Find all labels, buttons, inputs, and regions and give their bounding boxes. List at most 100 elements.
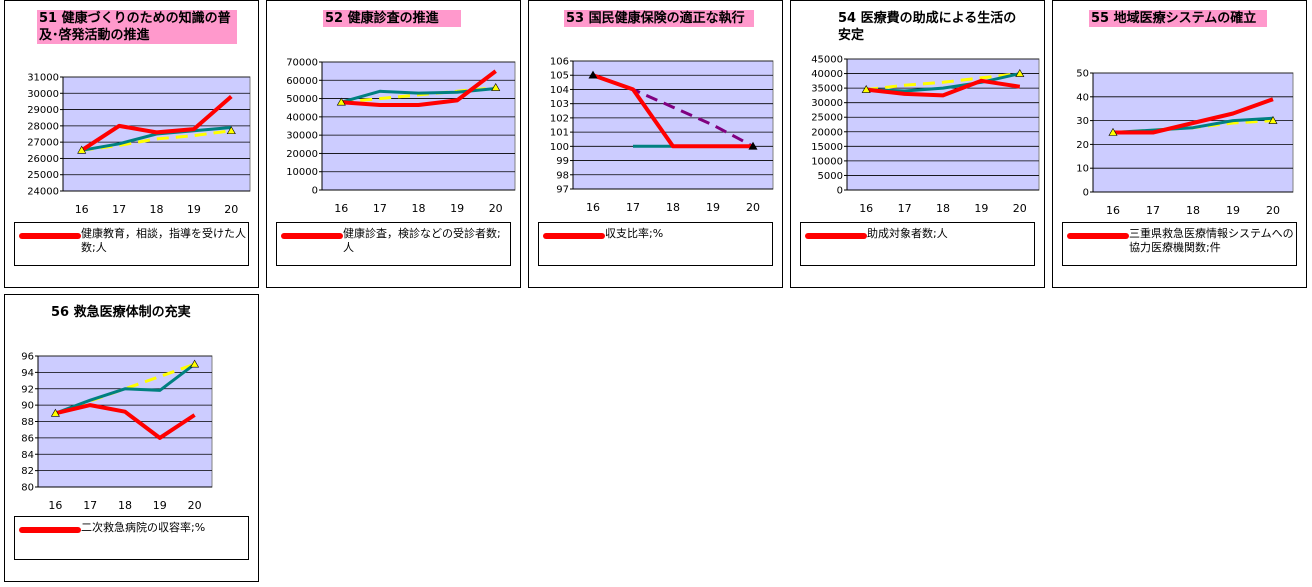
y-tick-label: 40000 [811,69,843,80]
x-tick-label: 16 [859,202,873,215]
x-tick-label: 17 [898,202,912,215]
x-tick-label: 18 [118,499,132,512]
y-tick-label: 96 [21,352,34,363]
legend-label: 二次救急病院の収容率;% [81,521,206,534]
y-tick-label: 99 [556,156,569,167]
x-tick-label: 17 [1146,204,1160,217]
plot-area [321,61,516,191]
chart-panel-52: 52 健康診査の推進 0 10000 20000 30000 40000 50000 600… [266,0,521,288]
chart-title: 56 救急医療体制の充実 [51,305,191,320]
point-marker [1015,68,1025,77]
y-tick-label: 90 [21,401,34,412]
point-marker [588,70,598,79]
chart-panel-56: 56 救急医療体制の充実 80 82 84 86 88 90 92 94 96 16 17 18 19 2… [4,294,259,582]
series-line [54,403,196,440]
y-tick-label: 70000 [286,58,318,69]
x-tick-label: 18 [1186,204,1200,217]
y-tick-label: 0 [1083,188,1089,199]
y-tick-label: 20 [1076,140,1089,151]
x-tick-label: 19 [450,202,464,215]
x-tick-label: 19 [1226,204,1240,217]
chart-plot: 0 10000 20000 30000 40000 50000 60000 70000 16 17… [286,58,516,215]
y-tick-label: 40000 [286,112,318,123]
y-tick-label: 29000 [27,105,59,116]
y-tick-label: 20000 [811,127,843,138]
y-tick-label: 30000 [27,89,59,100]
x-tick-label: 20 [1266,204,1280,217]
point-marker [226,126,236,135]
point-marker [861,84,871,93]
chart-plot: 0 10 20 30 40 50 16 17 18 19 20 [1076,69,1294,217]
y-tick-label: 10000 [811,156,843,167]
plot-area [846,58,1040,191]
point-marker [1268,115,1278,124]
y-tick-label: 20000 [286,149,318,160]
series-line [80,94,233,152]
series-line [341,69,497,107]
chart-plot: 80 82 84 86 88 90 92 94 96 16 17 18 19 20 [21,352,213,512]
chart-plot: 24000 25000 26000 27000 28000 29000 30000 31000… [27,73,251,216]
point-marker [336,97,346,106]
chart-panel-55: 55 地域医療システムの確立 0 10 20 30 40 50 16 17 18 19 20 三重県… [1052,0,1307,288]
y-tick-label: 84 [21,450,34,461]
x-tick-label: 20 [224,203,238,216]
y-tick-label: 25000 [27,170,59,181]
chart-panel-51: 51 健康づくりのための知識の普及･啓発活動の推進 24000 25000 2600… [4,0,259,288]
x-tick-label: 17 [83,499,97,512]
x-tick-label: 16 [586,201,600,214]
series-line [1113,97,1274,135]
y-tick-label: 86 [21,433,34,444]
y-tick-label: 102 [550,113,569,124]
legend: 三重県救急医療情報システムへの協力医療機関数;件 [1062,222,1297,266]
x-tick-label: 19 [187,203,201,216]
series-line [54,363,196,415]
x-tick-label: 18 [936,202,950,215]
legend-label: 三重県救急医療情報システムへの協力医療機関数;件 [1129,227,1294,254]
y-tick-label: 0 [837,186,843,197]
legend-swatch [281,233,343,239]
chart-panel-54: 54 医療費の助成による生活の安定 0 5000 10000 15000 20000 25… [790,0,1045,288]
x-tick-label: 18 [412,202,426,215]
legend-swatch [19,233,81,239]
legend-label: 健康教育，相談，指導を受けた人数;人 [81,227,246,254]
y-tick-label: 45000 [811,55,843,66]
x-tick-label: 16 [75,203,89,216]
series-line [866,72,1020,92]
y-tick-label: 31000 [27,73,59,84]
x-tick-label: 20 [489,202,503,215]
y-tick-label: 26000 [27,154,59,165]
x-tick-label: 17 [112,203,126,216]
legend-swatch [543,233,605,239]
y-tick-label: 28000 [27,121,59,132]
chart-title: 52 健康診査の推進 [323,10,461,27]
y-tick-label: 103 [550,99,569,110]
chart-panel-53: 53 国民健康保険の適正な執行 97 98 99 100 101 102 103 104 105… [528,0,783,288]
x-tick-label: 16 [1106,204,1120,217]
x-tick-label: 16 [334,202,348,215]
y-tick-label: 35000 [811,84,843,95]
y-tick-label: 10 [1076,164,1089,175]
y-tick-label: 30000 [811,98,843,109]
point-marker [50,408,60,417]
y-tick-label: 104 [550,85,569,96]
point-marker [1108,127,1118,136]
legend-label: 収支比率;% [605,227,664,240]
x-tick-label: 16 [48,499,62,512]
legend: 助成対象者数;人 [800,222,1035,266]
y-tick-label: 106 [550,57,569,68]
series-line [341,86,496,104]
y-tick-label: 101 [550,128,569,139]
y-tick-label: 10000 [286,167,318,178]
x-tick-label: 17 [626,201,640,214]
series-line [592,73,753,149]
chart-title: 51 健康づくりのための知識の普及･啓発活動の推進 [37,10,237,44]
y-tick-label: 30 [1076,116,1089,127]
legend-swatch [1067,233,1129,239]
y-tick-label: 50000 [286,94,318,105]
x-tick-label: 20 [1013,202,1027,215]
y-tick-label: 40 [1076,92,1089,103]
y-tick-label: 94 [21,368,34,379]
legend: 収支比率;% [538,222,773,266]
y-tick-label: 100 [550,142,569,153]
legend-label: 健康診査，検診などの受診者数;人 [343,227,501,254]
